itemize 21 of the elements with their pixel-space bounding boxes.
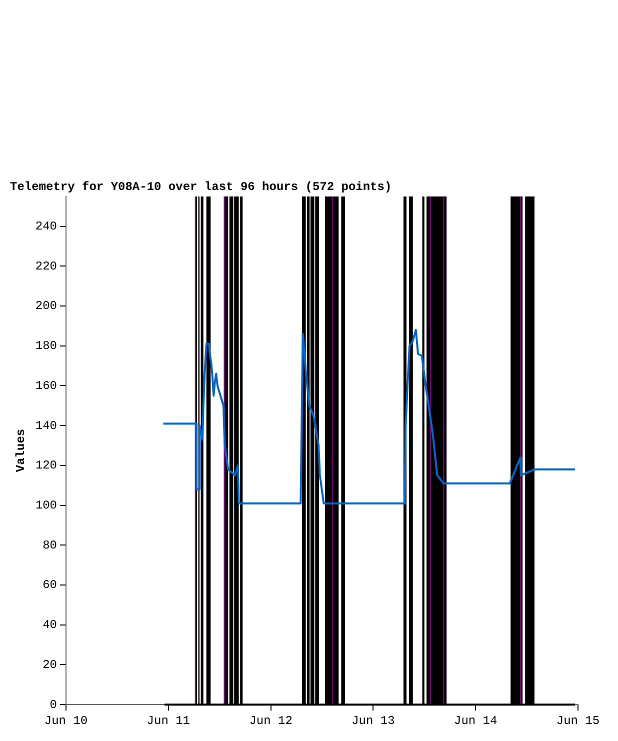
y-tick-label: 220: [35, 259, 58, 274]
x-tick-label: Jun 14: [454, 714, 498, 728]
x-tick-label: Jun 12: [249, 714, 292, 728]
x-tick-label: Jun 13: [352, 714, 395, 728]
y-tick-label: 40: [42, 618, 58, 632]
x-tick-label: Jun 10: [44, 714, 88, 728]
y-tick-label: 200: [35, 299, 58, 314]
y-tick-label: 180: [35, 339, 58, 354]
y-tick-label: 80: [42, 538, 58, 552]
y-tick-label: 120: [35, 458, 58, 473]
y-tick-label: 60: [42, 578, 58, 592]
y-tick-label: 20: [42, 658, 58, 672]
y-tick-label: 100: [35, 498, 58, 512]
x-tick-label: Jun 11: [146, 714, 190, 728]
y-tick-label: 160: [35, 378, 58, 393]
y-axis-title: Values: [14, 428, 28, 472]
y-tick-label: 140: [35, 418, 58, 433]
y-tick-label: 240: [35, 219, 58, 234]
y-tick-label: 0: [50, 698, 58, 712]
chart-title: Telemetry for Y08A-10 over last 96 hours (572 points): [10, 180, 392, 194]
x-tick-label: Jun 15: [556, 714, 600, 728]
